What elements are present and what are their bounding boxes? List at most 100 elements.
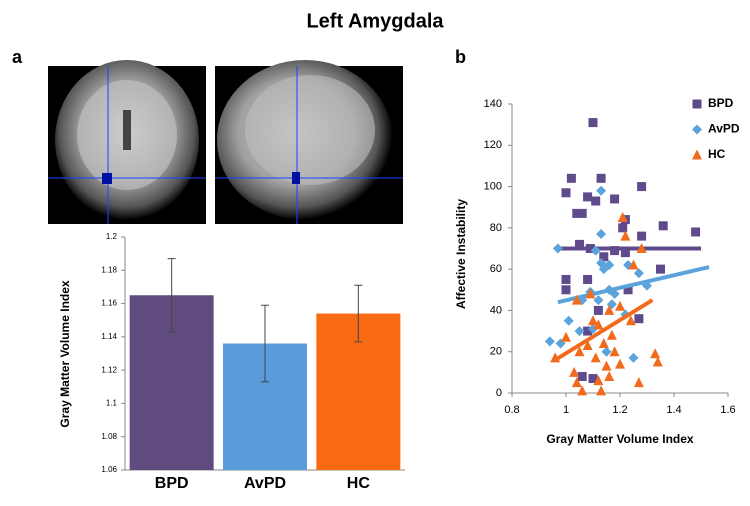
point [615, 358, 625, 369]
point [577, 208, 587, 218]
legend-marker [692, 99, 702, 109]
y-tick-label: 40 [490, 304, 502, 316]
point [637, 182, 647, 192]
x-tick-label: 1.4 [666, 404, 681, 416]
point [604, 370, 615, 381]
y-tick-label: 140 [484, 98, 502, 110]
y-tick-label: 1.2 [106, 232, 118, 241]
point [561, 285, 571, 295]
point [604, 304, 615, 315]
point [634, 314, 644, 324]
point [620, 230, 631, 241]
y-tick-label: 100 [484, 180, 502, 192]
trend-line [557, 265, 710, 305]
point [596, 173, 606, 183]
point [561, 331, 571, 342]
point [591, 196, 601, 206]
y-axis-label: Gray Matter Volume Index [58, 280, 72, 427]
point [561, 274, 571, 284]
x-tick-label: HC [347, 475, 371, 492]
point [628, 352, 639, 363]
point [588, 315, 598, 326]
roi [102, 173, 112, 184]
sagittal-brain [245, 75, 375, 185]
y-tick-label: 1.1 [106, 399, 118, 408]
point [571, 294, 582, 305]
y-tick-label: 0 [496, 387, 502, 399]
point [606, 329, 617, 340]
point [583, 326, 593, 336]
point [572, 208, 582, 218]
point [625, 315, 636, 326]
x-tick-label: BPD [155, 475, 189, 492]
y-tick-label: 80 [490, 222, 502, 234]
point [577, 385, 588, 396]
point [574, 326, 585, 337]
point [620, 248, 630, 258]
x-tick-label: 1.6 [720, 404, 735, 416]
y-tick-label: 120 [484, 139, 502, 151]
point [593, 375, 604, 386]
point [633, 377, 644, 388]
x-tick-label: 1.2 [612, 404, 627, 416]
x-tick-label: 0.8 [504, 404, 519, 416]
point [604, 260, 615, 271]
point [582, 340, 593, 351]
point [566, 173, 576, 183]
point [596, 185, 607, 196]
y-axis-label: Affective Instability [454, 199, 468, 309]
point [656, 264, 665, 274]
point [610, 246, 620, 256]
point [601, 360, 612, 371]
point [593, 305, 603, 315]
point [593, 319, 604, 330]
point [585, 288, 596, 299]
legend-label: HC [708, 147, 726, 161]
y-tick-label: 1.08 [101, 432, 117, 441]
point [615, 300, 625, 311]
point [588, 118, 598, 128]
x-tick-label: 1 [563, 404, 569, 416]
point [588, 374, 598, 384]
point [617, 212, 628, 223]
point [652, 356, 663, 367]
point [691, 227, 701, 237]
point [628, 259, 639, 270]
point [575, 239, 584, 249]
y-tick-label: 20 [490, 346, 502, 358]
point [596, 385, 607, 396]
point [637, 231, 647, 241]
point [636, 243, 647, 253]
legend-label: BPD [708, 96, 734, 110]
point [561, 188, 571, 198]
point [599, 252, 609, 262]
point [563, 315, 574, 326]
trend-line [554, 298, 654, 362]
y-tick-label: 1.12 [101, 365, 117, 374]
point [593, 295, 604, 306]
point [571, 377, 582, 388]
point [569, 366, 580, 377]
panel-label: a [12, 47, 23, 67]
point [574, 346, 585, 357]
point [633, 268, 644, 279]
x-axis-label: Gray Matter Volume Index [546, 432, 693, 446]
y-tick-label: 1.16 [101, 299, 117, 308]
roi [292, 172, 300, 184]
y-tick-label: 60 [490, 263, 502, 275]
point [610, 194, 620, 204]
point [583, 274, 593, 284]
point [601, 346, 612, 357]
point [577, 371, 587, 381]
brain-images [48, 60, 403, 224]
point [658, 221, 668, 231]
point [583, 192, 593, 202]
panel-label: b [455, 47, 466, 67]
point [650, 348, 661, 359]
point [596, 229, 607, 240]
point [623, 285, 633, 295]
point [544, 336, 555, 347]
legend-marker [692, 149, 702, 160]
point [609, 346, 620, 357]
